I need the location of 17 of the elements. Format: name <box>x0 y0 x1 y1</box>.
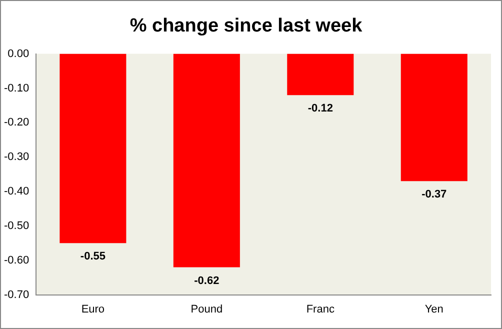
y-tick-label: -0.50 <box>4 220 30 232</box>
chart-title: % change since last week <box>130 16 363 37</box>
y-tick-label: -0.30 <box>4 151 30 164</box>
data-label: -0.55 <box>80 250 106 263</box>
y-tick-label: -0.40 <box>4 186 30 198</box>
data-label: -0.37 <box>422 188 447 201</box>
y-tick-label: -0.10 <box>4 82 30 94</box>
y-tick-label: 0.00 <box>8 48 30 60</box>
x-tick-label: Euro <box>81 303 105 316</box>
x-tick-label: Yen <box>424 303 444 316</box>
data-label: -0.62 <box>194 274 220 287</box>
y-tick-label: -0.60 <box>4 254 30 266</box>
x-tick-label: Franc <box>306 303 335 316</box>
x-tick-label: Pound <box>190 303 223 316</box>
y-tick-label: -0.70 <box>4 288 30 301</box>
y-tick-label: -0.20 <box>4 116 30 129</box>
data-label: -0.12 <box>308 102 333 115</box>
